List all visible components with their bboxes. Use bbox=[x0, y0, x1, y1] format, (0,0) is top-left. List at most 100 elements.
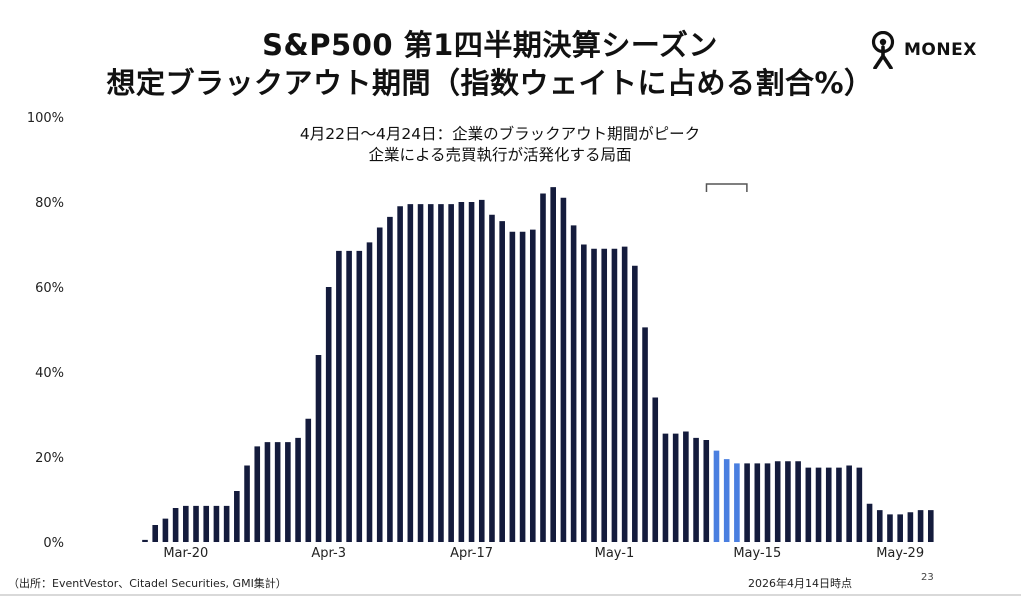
bar bbox=[458, 202, 465, 542]
bar bbox=[611, 248, 618, 542]
chart-title: S&P500 第1四半期決算シーズン 想定ブラックアウト期間（指数ウェイトに占め… bbox=[0, 26, 980, 102]
bar bbox=[468, 202, 475, 542]
bar bbox=[907, 512, 914, 542]
page-number: 23 bbox=[921, 572, 934, 583]
bar-highlight bbox=[723, 459, 730, 543]
bar bbox=[805, 467, 812, 543]
bar bbox=[142, 539, 148, 543]
bar bbox=[509, 231, 516, 542]
bar bbox=[550, 187, 556, 543]
bar bbox=[887, 514, 893, 543]
bar bbox=[376, 227, 383, 542]
bar bbox=[672, 433, 679, 543]
bar bbox=[264, 442, 271, 543]
bar bbox=[815, 467, 822, 543]
bar bbox=[274, 442, 281, 543]
bar bbox=[254, 446, 261, 543]
monex-logo: MONEX bbox=[868, 30, 977, 70]
bar bbox=[795, 461, 801, 542]
bar bbox=[856, 467, 863, 543]
bar-series bbox=[142, 187, 934, 543]
bracket-line bbox=[705, 183, 748, 192]
y-tick-label: 80% bbox=[35, 196, 64, 211]
bar bbox=[325, 287, 332, 542]
peak-bracket bbox=[705, 183, 748, 192]
bar bbox=[560, 197, 567, 542]
x-tick-label: May-1 bbox=[595, 546, 635, 561]
bar bbox=[427, 204, 434, 543]
bar bbox=[346, 250, 352, 543]
bar bbox=[601, 248, 608, 542]
bar bbox=[621, 246, 628, 543]
bar bbox=[570, 225, 577, 543]
bar bbox=[489, 214, 495, 542]
x-tick-label: May-29 bbox=[876, 546, 924, 561]
peak-annotation: 4月22日～4月24日：企業のブラックアウト期間がピーク 企業による売買執行が活… bbox=[230, 124, 770, 166]
monex-person-icon bbox=[871, 31, 895, 69]
bar bbox=[315, 355, 322, 542]
bar bbox=[366, 242, 373, 543]
bar bbox=[540, 193, 546, 542]
x-tick-label: May-15 bbox=[733, 546, 781, 561]
bar bbox=[356, 250, 363, 543]
bar bbox=[519, 231, 526, 542]
logo-text: MONEX bbox=[904, 40, 977, 60]
bar bbox=[172, 508, 179, 542]
bar bbox=[774, 461, 781, 542]
y-axis: 0% 20% 40% 60% 80% 100% bbox=[27, 111, 64, 551]
bar bbox=[223, 505, 230, 543]
source-note: （出所：EventVestor、Citadel Securities, GMI集… bbox=[8, 577, 287, 590]
bar bbox=[499, 221, 505, 543]
bar bbox=[846, 465, 852, 542]
bar bbox=[417, 204, 424, 543]
y-tick-label: 0% bbox=[43, 536, 64, 551]
annotation-line1: 4月22日～4月24日：企業のブラックアウト期間がピーク bbox=[299, 125, 701, 143]
bar bbox=[642, 327, 648, 543]
bar bbox=[897, 514, 903, 543]
bar bbox=[652, 397, 659, 542]
bar bbox=[203, 505, 210, 543]
bar bbox=[397, 206, 403, 542]
as-of-date: 2026年4月14日時点 bbox=[748, 577, 852, 590]
bar bbox=[927, 510, 934, 543]
bar-highlight bbox=[713, 450, 720, 543]
bar bbox=[591, 248, 597, 542]
bar bbox=[234, 491, 240, 542]
bar bbox=[876, 510, 883, 543]
x-tick-label: Apr-3 bbox=[311, 546, 346, 561]
bar bbox=[162, 518, 169, 543]
bar bbox=[836, 467, 842, 543]
bar bbox=[295, 437, 301, 543]
y-tick-label: 100% bbox=[27, 111, 64, 126]
bar bbox=[244, 465, 250, 542]
bar bbox=[785, 461, 791, 542]
bar bbox=[478, 199, 485, 543]
bar bbox=[917, 510, 924, 543]
bar bbox=[744, 463, 750, 543]
bar bbox=[529, 229, 536, 543]
bar bbox=[336, 250, 342, 543]
bar bbox=[662, 433, 669, 543]
bar bbox=[764, 463, 771, 543]
bar bbox=[305, 418, 312, 542]
bar bbox=[387, 216, 393, 543]
y-tick-label: 60% bbox=[35, 281, 64, 296]
bar bbox=[448, 204, 454, 543]
chart-title-line2: 想定ブラックアウト期間（指数ウェイトに占める割合%） bbox=[106, 66, 874, 100]
chart-title-line1: S&P500 第1四半期決算シーズン bbox=[262, 28, 718, 62]
bar bbox=[703, 440, 710, 542]
y-tick-label: 20% bbox=[35, 451, 64, 466]
bar bbox=[438, 204, 444, 543]
bar bbox=[183, 505, 189, 543]
bar bbox=[581, 244, 587, 542]
bar bbox=[407, 204, 414, 543]
footer-divider bbox=[0, 594, 1021, 596]
bar bbox=[285, 442, 291, 543]
x-axis: Mar-20 Apr-3 Apr-17 May-1 May-15 May-29 bbox=[163, 546, 924, 561]
bar bbox=[754, 463, 761, 543]
y-tick-label: 40% bbox=[35, 366, 64, 381]
bar bbox=[866, 503, 873, 542]
bar bbox=[213, 505, 220, 543]
bar bbox=[825, 467, 832, 543]
